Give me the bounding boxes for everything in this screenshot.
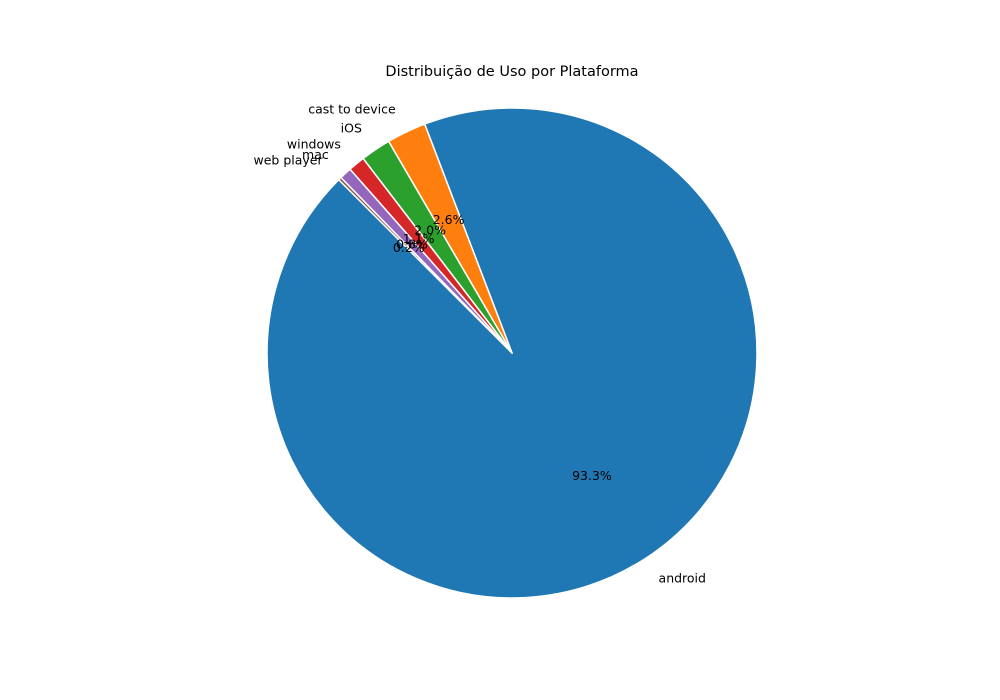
pct-label-web-player: 0.2% — [393, 240, 425, 255]
slice-label-web-player: web player — [254, 153, 324, 168]
pie-slice-web-player — [338, 176, 513, 354]
slice-label-ios: iOS — [341, 121, 362, 136]
chart-title: Distribuição de Uso por Plataforma — [385, 64, 638, 80]
slice-label-windows: windows — [287, 136, 341, 151]
pct-label-ios: 2.0% — [414, 222, 446, 237]
slice-label-cast-to-device: cast to device — [308, 101, 396, 116]
pct-label-mac: 0.8% — [396, 237, 428, 252]
slice-label-android: android — [659, 571, 706, 586]
pie-labels: android 93.3% cast to device 2.6% iOS 2.0% win… — [254, 101, 706, 585]
pct-label-android: 93.3% — [572, 468, 612, 483]
pct-label-cast-to-device: 2.6% — [433, 212, 465, 227]
pie-slices — [266, 107, 758, 599]
pie-slice-android — [266, 107, 758, 599]
pct-label-windows: 1.1% — [403, 231, 435, 246]
slice-label-mac: mac — [302, 147, 329, 162]
